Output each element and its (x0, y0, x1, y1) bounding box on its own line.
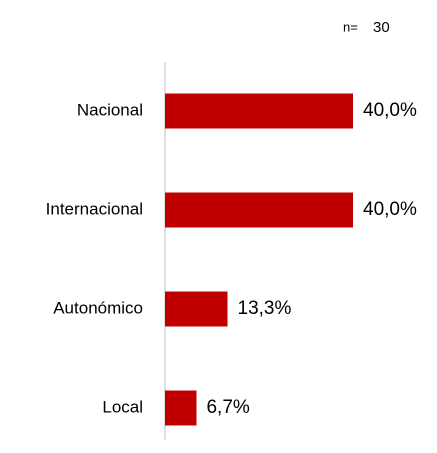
bar (165, 192, 353, 228)
category-label: Nacional (77, 100, 143, 119)
value-label: 6,7% (206, 397, 249, 418)
value-label: 40,0% (363, 100, 417, 121)
bar (165, 390, 197, 426)
value-label: 13,3% (238, 298, 292, 319)
category-label: Autonómico (53, 298, 143, 317)
sample-label: n= (343, 19, 358, 34)
sample-size: 30 (373, 19, 390, 36)
bar (165, 291, 228, 327)
category-label: Local (102, 397, 143, 416)
value-label: 40,0% (363, 199, 417, 220)
bar (165, 93, 353, 129)
category-label: Internacional (46, 199, 143, 218)
